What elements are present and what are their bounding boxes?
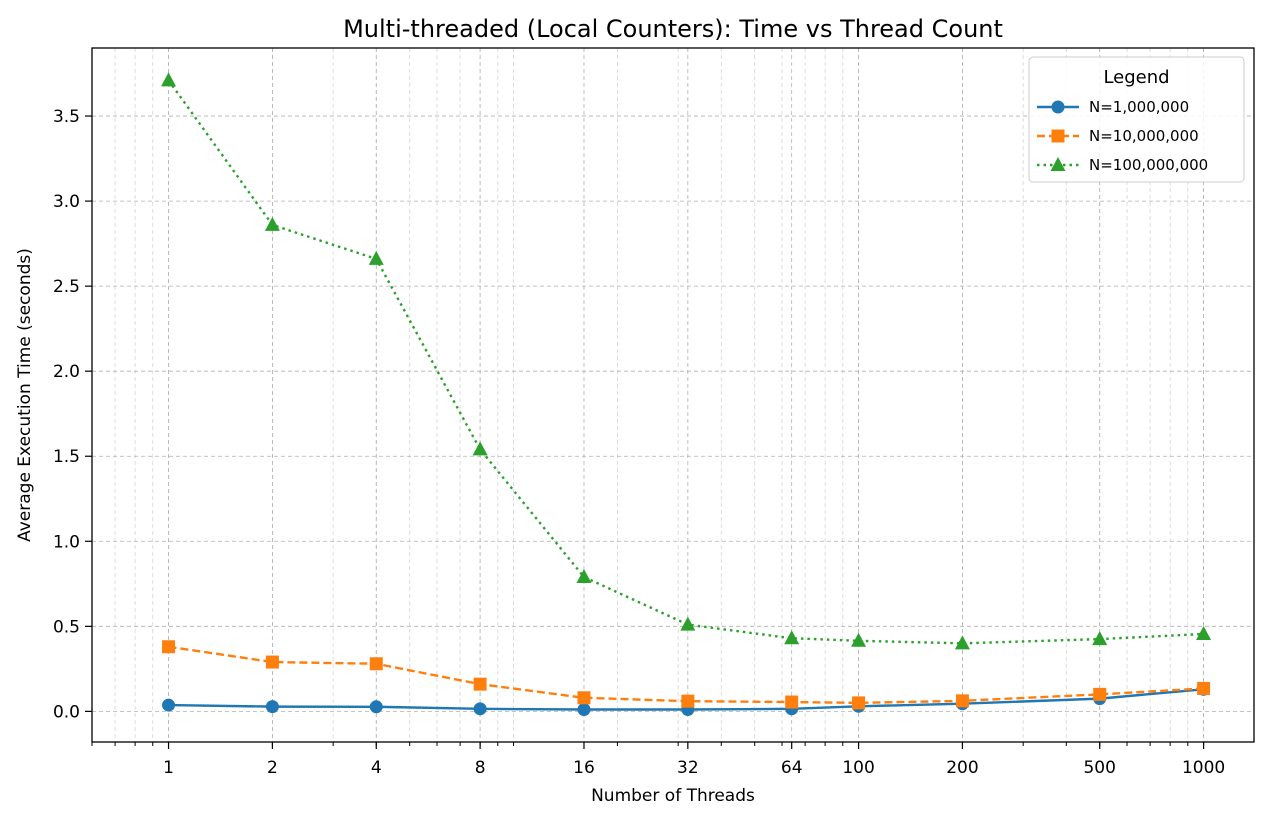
data-point — [681, 694, 695, 708]
x-tick-label: 500 — [1083, 758, 1115, 778]
legend-item: N=10,000,000 — [1037, 127, 1199, 145]
data-point — [784, 630, 800, 645]
data-point — [161, 72, 177, 87]
chart-title: Multi-threaded (Local Counters): Time vs… — [343, 15, 1003, 43]
data-point — [1093, 687, 1107, 701]
y-axis-label: Average Execution Time (seconds) — [15, 248, 35, 542]
data-point — [851, 632, 867, 647]
legend-marker — [1050, 157, 1066, 171]
plot-frame — [91, 47, 1255, 743]
data-point — [162, 640, 176, 654]
data-point — [577, 691, 591, 705]
data-point — [369, 700, 383, 714]
legend-title: Legend — [1103, 67, 1169, 88]
data-point — [954, 635, 970, 650]
series-3 — [161, 72, 1212, 650]
y-tick-label: 1.5 — [53, 447, 80, 467]
x-tick-label: 16 — [573, 758, 595, 778]
data-point — [472, 441, 488, 456]
data-point — [577, 703, 591, 717]
y-tick-label: 2.5 — [53, 277, 80, 297]
y-tick-label: 3.0 — [53, 192, 80, 212]
x-tick-label: 4 — [371, 758, 382, 778]
x-tick-label: 200 — [946, 758, 978, 778]
legend-label: N=10,000,000 — [1089, 127, 1199, 145]
x-axis: 1 2 4 8 16 32 64 100 200 500 1000 — [91, 742, 1225, 778]
legend: Legend N=1,000,000 N=10,000,000 N=100,000,0… — [1028, 56, 1245, 183]
y-tick-label: 3.5 — [53, 107, 80, 127]
data-point — [785, 695, 799, 709]
data-point — [473, 702, 487, 716]
series-line — [168, 645, 1204, 705]
data-point — [1196, 625, 1212, 640]
y-tick-label: 1.0 — [53, 532, 80, 552]
data-point — [265, 700, 279, 714]
x-tick-label: 32 — [677, 758, 699, 778]
x-tick-label: 2 — [267, 758, 278, 778]
legend-label: N=100,000,000 — [1089, 156, 1208, 174]
data-point — [1197, 681, 1211, 695]
data-point — [955, 694, 969, 708]
data-point — [265, 655, 279, 669]
x-tick-label: 64 — [781, 758, 803, 778]
series-layer — [161, 72, 1212, 717]
data-point — [473, 677, 487, 691]
data-point — [680, 616, 696, 631]
series-2 — [162, 640, 1211, 710]
x-tick-label: 1000 — [1182, 758, 1225, 778]
x-tick-label: 100 — [842, 758, 874, 778]
data-point — [162, 698, 176, 712]
y-tick-label: 0.5 — [53, 617, 80, 637]
data-point — [852, 696, 866, 710]
legend-item: N=100,000,000 — [1037, 156, 1208, 174]
legend-item: N=1,000,000 — [1037, 98, 1189, 116]
legend-box — [1028, 56, 1245, 183]
data-point — [576, 569, 592, 584]
legend-marker — [1051, 129, 1065, 143]
y-axis: 0.0 0.5 1.0 1.5 2.0 2.5 3.0 3.5 — [53, 107, 92, 722]
data-point — [1092, 631, 1108, 646]
data-point — [264, 216, 280, 231]
data-point — [368, 250, 384, 265]
x-axis-label: Number of Threads — [591, 786, 755, 806]
legend-label: N=1,000,000 — [1089, 98, 1189, 116]
y-tick-label: 2.0 — [53, 362, 80, 382]
legend-marker — [1051, 100, 1065, 114]
y-tick-label: 0.0 — [53, 702, 80, 722]
x-tick-label: 8 — [475, 758, 486, 778]
x-tick-label: 1 — [163, 758, 174, 778]
data-point — [369, 657, 383, 671]
major-grid — [92, 48, 1254, 742]
